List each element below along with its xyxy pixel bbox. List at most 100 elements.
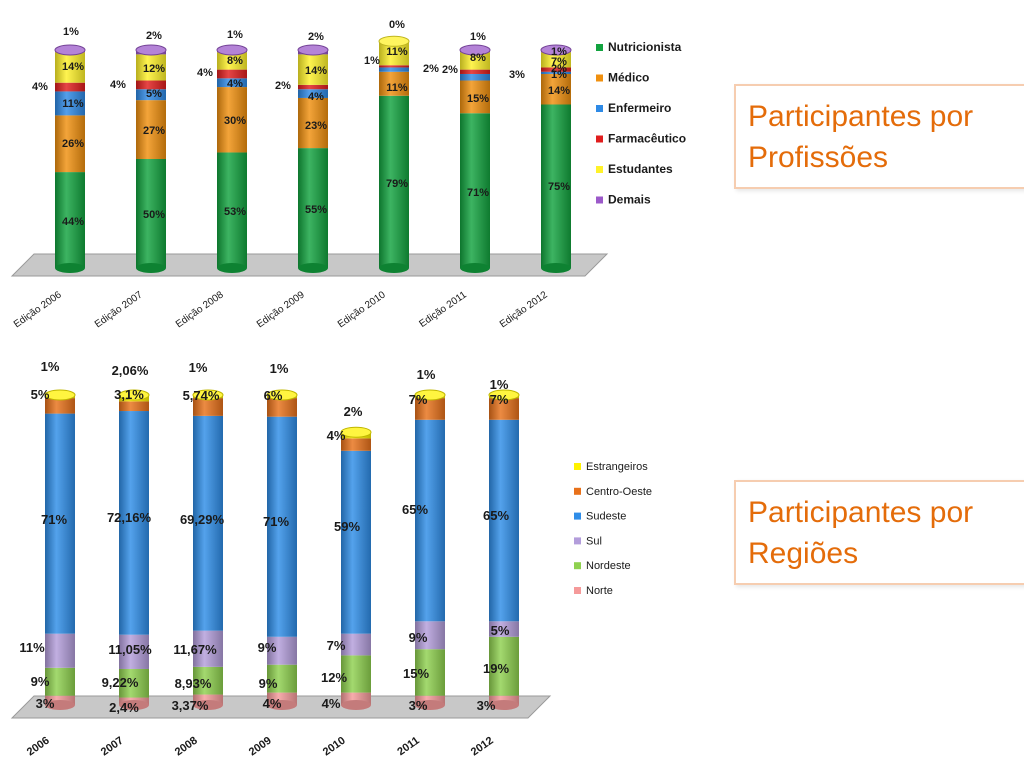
category-label: 2007	[99, 735, 126, 759]
legend-swatch	[596, 44, 603, 51]
data-label: 1%	[551, 46, 567, 58]
legend-label: Nutricionista	[608, 40, 682, 54]
category-label: 2006	[25, 735, 52, 759]
category-label: 2012	[469, 735, 496, 759]
data-label: 27%	[143, 125, 165, 137]
regions-title-line1: Participantes por	[748, 496, 974, 529]
regions-title-box: Participantes por Regiões	[734, 480, 1024, 585]
bar-segment	[217, 87, 247, 153]
data-label: 2%	[308, 31, 324, 43]
legend-swatch	[574, 463, 581, 470]
bar-segment	[298, 97, 328, 149]
legend-label: Centro-Oeste	[586, 486, 652, 498]
data-label: 4%	[32, 81, 48, 93]
bar-segment	[119, 697, 149, 710]
data-label: 5%	[146, 88, 162, 100]
data-label: 2%	[442, 64, 458, 76]
bar-segment	[379, 41, 409, 66]
data-label: 4%	[110, 79, 126, 91]
bar-segment	[541, 104, 571, 273]
category-label: 2010	[321, 735, 348, 759]
data-label: 5%	[491, 623, 510, 638]
data-label: 3%	[36, 696, 55, 711]
legend-label: Norte	[586, 585, 613, 597]
data-label: 9%	[258, 640, 277, 655]
bar-top-cap	[488, 389, 520, 401]
data-label: 6%	[264, 388, 283, 403]
data-label: 5%	[31, 387, 50, 402]
bar-segment	[193, 415, 223, 631]
professions-title-line1: Participantes por	[748, 100, 974, 133]
bar-segment	[379, 95, 409, 273]
bar-segment	[460, 52, 490, 70]
bar-segment	[460, 80, 490, 114]
data-label: 1%	[63, 26, 79, 38]
bar-segment	[489, 621, 519, 637]
data-label: 50%	[143, 209, 165, 221]
legend-swatch	[596, 196, 603, 204]
bar-segment	[460, 73, 490, 81]
data-label: 7%	[327, 638, 346, 653]
bar-segment	[136, 100, 166, 159]
bar-column	[54, 44, 86, 273]
data-label: 7%	[409, 392, 428, 407]
data-label: 11%	[19, 640, 45, 655]
regions-chart: 3% 9% 11% 71% 5% 1% 2006 2,4% 9,22% 11,05% 72,16% 3…	[10, 359, 652, 759]
bar-top-cap	[378, 35, 410, 47]
legend: Estrangeiros Centro-Oeste Sudeste Sul Nordes…	[574, 461, 652, 597]
data-label: 3%	[409, 698, 428, 713]
legend-swatch	[596, 166, 603, 173]
data-label: 30%	[224, 115, 246, 127]
legend-label: Farmacêutico	[608, 132, 686, 146]
data-label: 53%	[224, 206, 246, 218]
bar-segment	[136, 54, 166, 81]
data-label: 2%	[423, 63, 439, 75]
legend-swatch	[574, 587, 581, 594]
data-label: 3,1%	[114, 387, 144, 402]
data-label: 2,4%	[109, 700, 139, 715]
data-label: 65%	[483, 508, 509, 523]
bar-segment	[119, 668, 149, 698]
bar-segment	[119, 401, 149, 412]
data-label: 3,37%	[172, 698, 209, 713]
data-label: 1%	[490, 377, 509, 392]
legend-label: Enfermeiro	[608, 101, 671, 115]
bar-segment	[460, 69, 490, 74]
bar-column	[540, 44, 572, 273]
legend-swatch	[574, 537, 581, 545]
data-label: 8%	[470, 52, 486, 64]
bar-segment	[45, 695, 75, 710]
bar-segment	[267, 416, 297, 637]
data-label: 69,29%	[180, 512, 225, 527]
bar-segment	[489, 636, 519, 696]
bar-segment	[341, 633, 371, 656]
bar-column	[44, 389, 76, 710]
bar-segment	[45, 413, 75, 634]
data-label: 0%	[389, 19, 405, 31]
bar-segment	[193, 630, 223, 667]
bar-top-cap	[192, 389, 224, 401]
legend-swatch	[596, 74, 603, 82]
legend-swatch	[574, 512, 581, 520]
professions-title-box: Participantes por Profissões	[734, 84, 1024, 189]
data-label: 4%	[227, 78, 243, 90]
data-label: 4%	[308, 91, 324, 103]
bar-segment	[298, 54, 328, 85]
data-label: 71%	[263, 514, 289, 529]
bar-segment	[489, 419, 519, 622]
data-label: 55%	[305, 204, 327, 216]
data-label: 14%	[62, 61, 84, 73]
bar-segment	[379, 67, 409, 72]
bar-segment	[119, 411, 149, 635]
bar-top-cap	[266, 389, 298, 401]
data-label: 4%	[197, 67, 213, 79]
bar-segment	[415, 695, 445, 710]
bar-segment	[379, 71, 409, 96]
legend-label: Sudeste	[586, 511, 626, 523]
data-label: 1%	[470, 31, 486, 43]
bar-segment	[489, 695, 519, 710]
bar-segment	[193, 398, 223, 416]
bar-segment	[541, 73, 571, 105]
bar-segment	[136, 89, 166, 101]
bar-top-cap	[44, 389, 76, 401]
